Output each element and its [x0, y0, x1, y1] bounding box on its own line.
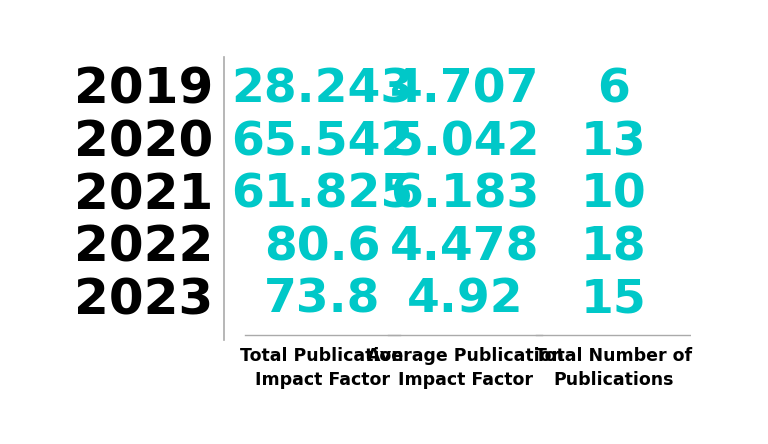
Text: 61.825: 61.825 [231, 173, 413, 218]
Text: 2020: 2020 [74, 119, 214, 166]
Text: 4.478: 4.478 [390, 225, 540, 270]
Text: 6: 6 [598, 67, 631, 112]
Text: 2019: 2019 [74, 66, 214, 114]
Text: 2023: 2023 [74, 277, 214, 325]
Text: 5.042: 5.042 [390, 120, 540, 165]
Text: 15: 15 [581, 278, 647, 323]
Text: 2021: 2021 [74, 171, 214, 219]
Text: 28.243: 28.243 [231, 67, 413, 112]
Text: 2022: 2022 [74, 224, 214, 272]
Text: 13: 13 [581, 120, 647, 165]
Text: 6.183: 6.183 [390, 173, 540, 218]
Text: 65.542: 65.542 [231, 120, 413, 165]
Text: 4.707: 4.707 [390, 67, 540, 112]
Text: 4.92: 4.92 [407, 278, 523, 323]
Text: Total Publication
Impact Factor: Total Publication Impact Factor [240, 347, 404, 388]
Text: Total Number of
Publications: Total Number of Publications [535, 347, 693, 388]
Text: 18: 18 [581, 225, 647, 270]
Text: 80.6: 80.6 [264, 225, 380, 270]
Text: 10: 10 [581, 173, 647, 218]
Text: Average Publication
Impact Factor: Average Publication Impact Factor [366, 347, 564, 388]
Text: 73.8: 73.8 [264, 278, 380, 323]
